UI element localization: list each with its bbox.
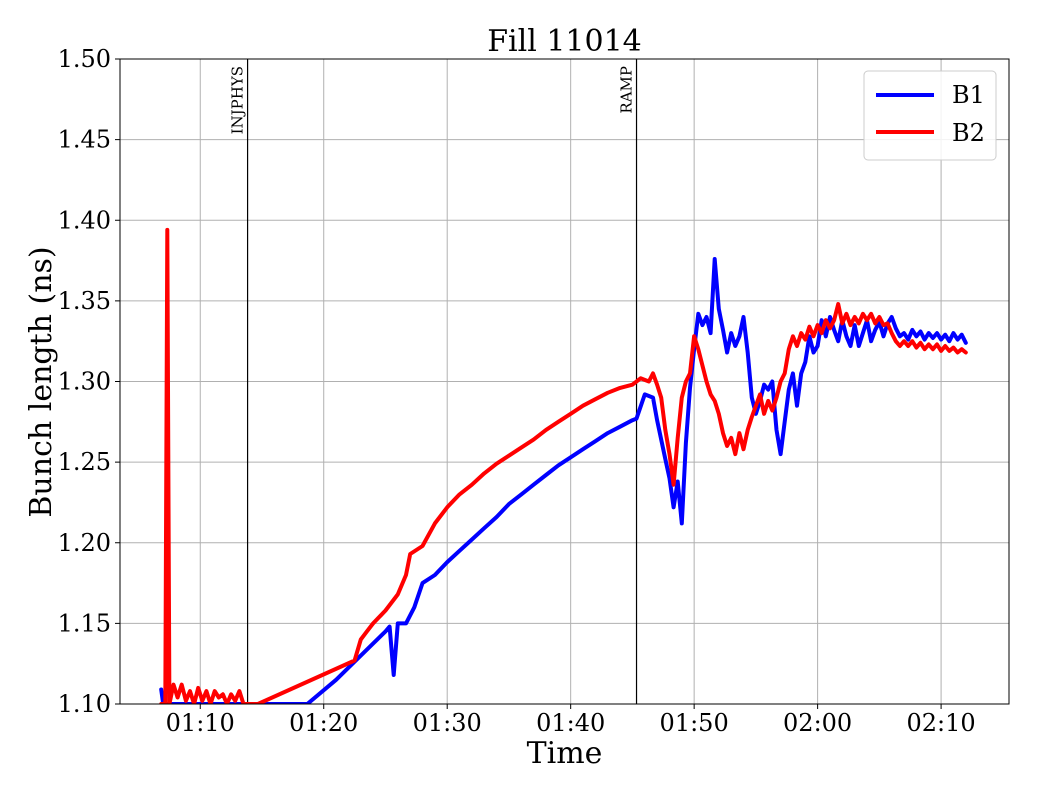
series-b1-line <box>159 257 968 704</box>
y-tick-label: 1.30 <box>58 368 111 396</box>
y-tick-label: 1.50 <box>58 45 111 73</box>
series-layer <box>159 227 968 704</box>
marker-label-ramp: RAMP <box>618 66 636 114</box>
y-axis: 1.10 1.15 1.20 1.25 1.30 1.35 1.40 1.45 1.50 <box>58 45 120 718</box>
y-tick-label: 1.45 <box>58 126 111 154</box>
legend-b1-label: B1 <box>952 81 985 109</box>
y-tick-label: 1.15 <box>58 609 111 637</box>
event-markers: INJPHYS RAMP <box>229 59 638 704</box>
legend-b2-label: B2 <box>952 119 985 147</box>
x-tick-label: 02:10 <box>907 709 976 737</box>
y-tick-label: 1.25 <box>58 448 111 476</box>
x-tick-label: 01:50 <box>660 709 729 737</box>
y-tick-label: 1.40 <box>58 206 111 234</box>
x-tick-label: 02:00 <box>783 709 852 737</box>
x-tick-label: 01:30 <box>413 709 482 737</box>
y-tick-label: 1.20 <box>58 529 111 557</box>
y-tick-label: 1.10 <box>58 690 111 718</box>
x-tick-label: 01:40 <box>536 709 605 737</box>
chart-title: Fill 11014 <box>487 24 642 59</box>
legend: B1 B2 <box>863 70 997 161</box>
x-tick-label: 01:20 <box>289 709 358 737</box>
x-axis-title: Time <box>527 736 603 771</box>
x-axis: 01:10 01:20 01:30 01:40 01:50 02:00 02:10 <box>166 704 976 737</box>
y-axis-title: Bunch length (ns) <box>24 246 59 517</box>
marker-label-injphys: INJPHYS <box>229 66 247 134</box>
series-b2-line <box>159 227 968 704</box>
x-tick-label: 01:10 <box>166 709 235 737</box>
y-tick-label: 1.35 <box>58 287 111 315</box>
